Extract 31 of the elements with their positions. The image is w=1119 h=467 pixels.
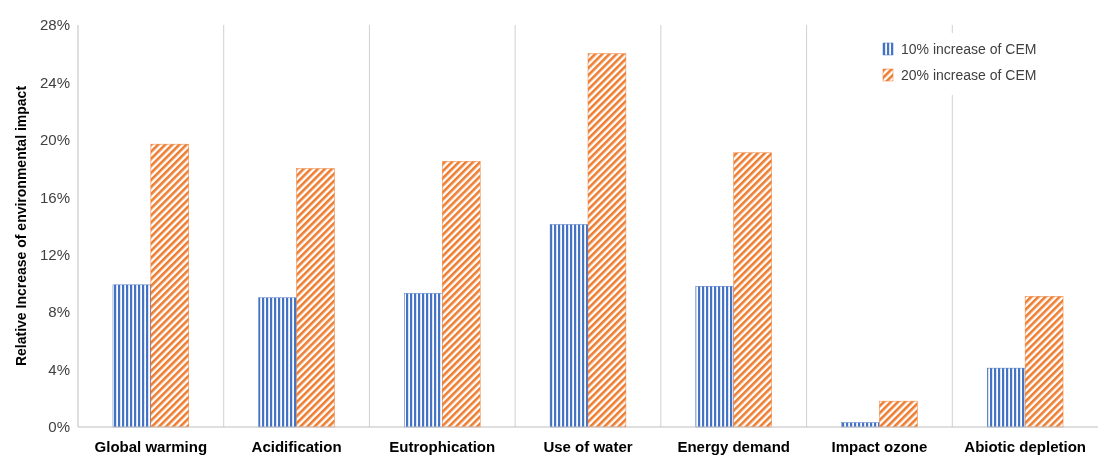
y-tick-label: 8% <box>48 303 70 321</box>
bar <box>150 143 189 428</box>
x-tick-label: Global warming <box>94 438 208 455</box>
bar <box>879 400 918 428</box>
x-tick-label: Acidification <box>251 438 342 455</box>
bar <box>1024 296 1064 428</box>
y-axis-title: Relative Increase of environmental impact <box>13 85 29 367</box>
x-tick-label: Eutrophication <box>389 438 496 455</box>
bar <box>442 161 481 428</box>
y-tick-label: 4% <box>48 360 70 378</box>
legend-label: 20% increase of CEM <box>901 66 1037 83</box>
x-tick-label: Abiotic depletion <box>964 438 1086 455</box>
bar <box>296 168 335 428</box>
y-tick-label: 28% <box>39 16 70 34</box>
bar <box>112 284 152 428</box>
x-tick-label: Impact ozone <box>831 438 928 455</box>
bar <box>404 293 443 428</box>
bar <box>695 286 734 428</box>
legend-label: 10% increase of CEM <box>901 40 1037 57</box>
y-tick-label: 24% <box>39 73 70 91</box>
y-tick-label: 0% <box>48 418 70 436</box>
bar <box>987 367 1026 428</box>
y-tick-label: 12% <box>39 245 70 263</box>
y-tick-label: 16% <box>39 188 70 206</box>
bar <box>733 152 772 428</box>
bar <box>587 53 627 428</box>
x-tick-label: Use of water <box>543 438 633 455</box>
bar <box>258 297 297 428</box>
y-tick-label: 20% <box>39 131 70 149</box>
x-tick-label: Energy demand <box>677 438 790 455</box>
bar <box>549 224 589 428</box>
